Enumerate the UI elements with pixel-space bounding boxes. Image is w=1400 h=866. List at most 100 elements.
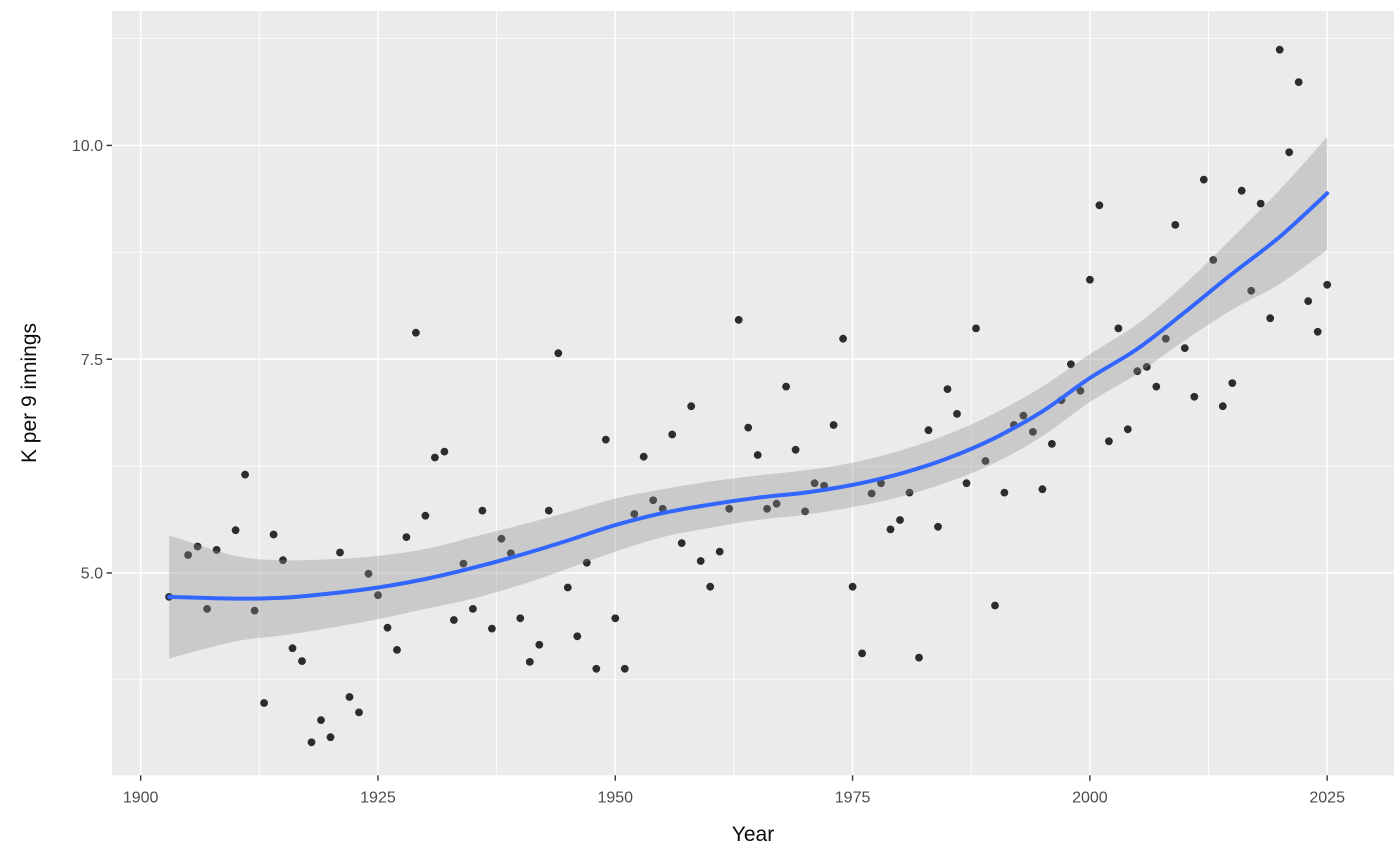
data-point-1928	[402, 533, 411, 541]
x-axis-title: Year	[732, 823, 774, 846]
data-point-1940	[516, 614, 525, 623]
data-point-1990	[991, 601, 999, 610]
data-point-2011	[1190, 392, 1199, 401]
data-point-1932	[440, 447, 449, 456]
data-point-1908	[212, 546, 221, 554]
data-point-2025	[1323, 280, 1332, 289]
data-point-1925	[374, 591, 382, 600]
x-tick-label: 2000	[1072, 789, 1108, 806]
data-point-1941	[525, 658, 534, 666]
data-point-1980	[896, 516, 904, 524]
data-point-1949	[601, 435, 610, 444]
data-point-1930	[421, 511, 430, 520]
data-point-1981	[905, 488, 914, 497]
data-point-1931	[431, 453, 439, 462]
data-point-1945	[563, 583, 572, 592]
data-point-1987	[962, 479, 971, 488]
data-point-2022	[1294, 78, 1303, 86]
data-point-1996	[1048, 440, 1056, 448]
data-point-1912	[250, 606, 259, 615]
y-tick-label: 7.5	[81, 352, 103, 369]
data-point-1989	[981, 457, 990, 465]
data-point-2006	[1142, 363, 1151, 371]
data-point-1974	[839, 334, 847, 343]
data-point-1943	[544, 506, 553, 515]
data-point-1923	[355, 708, 363, 717]
data-point-1985	[943, 385, 952, 393]
data-point-1959	[696, 557, 705, 565]
data-point-1984	[934, 522, 942, 531]
data-point-2002	[1105, 437, 1113, 446]
data-point-1961	[715, 547, 724, 556]
data-point-1922	[345, 693, 354, 701]
data-point-1998	[1067, 360, 1075, 369]
data-point-1935	[469, 605, 477, 613]
data-point-1929	[412, 328, 420, 337]
data-point-1983	[924, 426, 933, 435]
data-point-1946	[573, 632, 582, 641]
x-tick-label: 1900	[123, 789, 159, 806]
data-point-2015	[1228, 379, 1237, 387]
data-point-1907	[203, 605, 212, 613]
data-point-1977	[867, 489, 876, 498]
data-point-2004	[1123, 425, 1132, 434]
data-point-1915	[279, 556, 287, 565]
data-point-1982	[915, 653, 923, 662]
x-tick-label: 1975	[835, 789, 871, 806]
y-axis-title: K per 9 innings	[18, 323, 41, 463]
x-tick-label: 1950	[597, 789, 633, 806]
data-point-2009	[1171, 221, 1180, 229]
data-point-1918	[307, 738, 316, 747]
data-point-1919	[317, 716, 325, 724]
data-point-1936	[478, 506, 487, 515]
data-point-2003	[1114, 324, 1123, 333]
data-point-1953	[639, 452, 648, 461]
data-point-1968	[782, 382, 790, 391]
data-point-1934	[459, 559, 468, 568]
data-point-1948	[592, 664, 601, 673]
data-point-2016	[1237, 186, 1246, 195]
data-point-2012	[1199, 175, 1208, 184]
data-point-1942	[535, 640, 544, 649]
data-point-1913	[260, 699, 268, 707]
data-point-1967	[772, 499, 781, 508]
data-point-2020	[1275, 45, 1284, 54]
data-point-2021	[1285, 148, 1294, 157]
data-point-2019	[1266, 314, 1275, 323]
x-tick-label: 2025	[1309, 789, 1345, 806]
data-point-1991	[1000, 488, 1009, 497]
data-point-1994	[1029, 428, 1037, 436]
data-point-1958	[687, 402, 696, 411]
data-point-1962	[725, 504, 734, 513]
data-point-1956	[668, 430, 677, 439]
data-point-1952	[630, 510, 639, 518]
data-point-1957	[677, 539, 686, 547]
data-point-1926	[383, 623, 392, 632]
y-tick-label: 10.0	[72, 138, 103, 155]
data-point-1921	[336, 548, 344, 557]
data-point-1966	[763, 504, 771, 513]
data-point-1947	[582, 558, 591, 567]
confidence-ribbon	[169, 136, 1328, 659]
data-point-1911	[241, 470, 250, 479]
data-point-1927	[393, 646, 401, 654]
y-tick-label: 5.0	[81, 566, 103, 583]
data-point-2013	[1209, 256, 1218, 264]
data-point-1993	[1019, 411, 1028, 420]
data-point-2000	[1086, 275, 1094, 284]
data-point-1995	[1038, 485, 1047, 494]
data-point-1970	[801, 507, 809, 516]
data-point-1906	[193, 542, 202, 551]
data-point-1969	[791, 445, 800, 454]
data-point-1938	[497, 534, 506, 543]
data-point-2014	[1218, 402, 1227, 411]
data-point-1905	[184, 551, 193, 559]
data-point-1999	[1076, 386, 1085, 395]
data-point-1916	[288, 644, 297, 653]
plot-panel	[112, 11, 1394, 776]
data-point-1979	[886, 525, 895, 534]
data-point-1988	[972, 324, 980, 333]
data-point-1933	[450, 616, 458, 624]
data-point-1965	[753, 451, 762, 459]
